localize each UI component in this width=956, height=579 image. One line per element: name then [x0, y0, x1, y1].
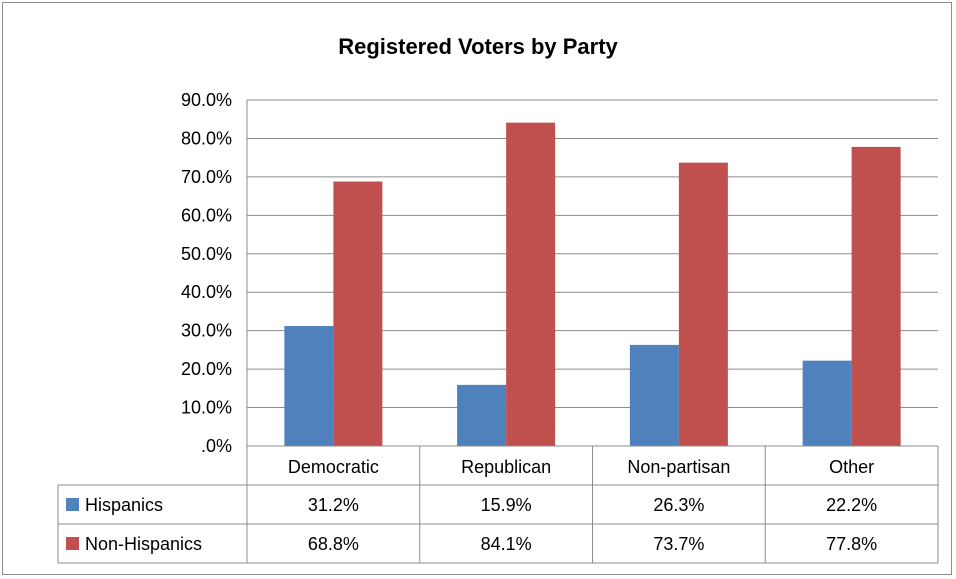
data-label: 22.2%: [826, 495, 877, 515]
bar-non-hispanics: [506, 122, 556, 446]
y-tick-label: 50.0%: [181, 244, 232, 264]
bar-hispanics: [802, 360, 852, 446]
data-label: 84.1%: [481, 534, 532, 554]
x-category-label: Non-partisan: [627, 457, 730, 477]
data-label: 68.8%: [308, 534, 359, 554]
y-tick-label: .0%: [201, 436, 232, 456]
data-label: 77.8%: [826, 534, 877, 554]
chart-title: Registered Voters by Party: [338, 34, 618, 59]
bar-hispanics: [284, 326, 334, 446]
data-label: 31.2%: [308, 495, 359, 515]
y-tick-label: 60.0%: [181, 205, 232, 225]
y-tick-label: 40.0%: [181, 282, 232, 302]
data-label: 73.7%: [653, 534, 704, 554]
y-tick-label: 80.0%: [181, 128, 232, 148]
data-label: 15.9%: [481, 495, 532, 515]
legend-label: Non-Hispanics: [85, 534, 202, 554]
y-tick-label: 90.0%: [181, 90, 232, 110]
y-tick-label: 70.0%: [181, 167, 232, 187]
data-label: 26.3%: [653, 495, 704, 515]
bar-non-hispanics: [678, 162, 728, 447]
x-category-label: Republican: [461, 457, 551, 477]
y-tick-label: 30.0%: [181, 321, 232, 341]
y-tick-label: 20.0%: [181, 359, 232, 379]
legend-swatch: [66, 498, 79, 511]
legend-label: Hispanics: [85, 495, 163, 515]
x-category-label: Democratic: [288, 457, 379, 477]
bar-non-hispanics: [333, 181, 383, 446]
bar-hispanics: [629, 344, 679, 446]
x-category-label: Other: [829, 457, 874, 477]
bar-non-hispanics: [851, 146, 901, 446]
y-tick-label: 10.0%: [181, 398, 232, 418]
legend-swatch: [66, 537, 79, 550]
bar-hispanics: [457, 384, 507, 446]
